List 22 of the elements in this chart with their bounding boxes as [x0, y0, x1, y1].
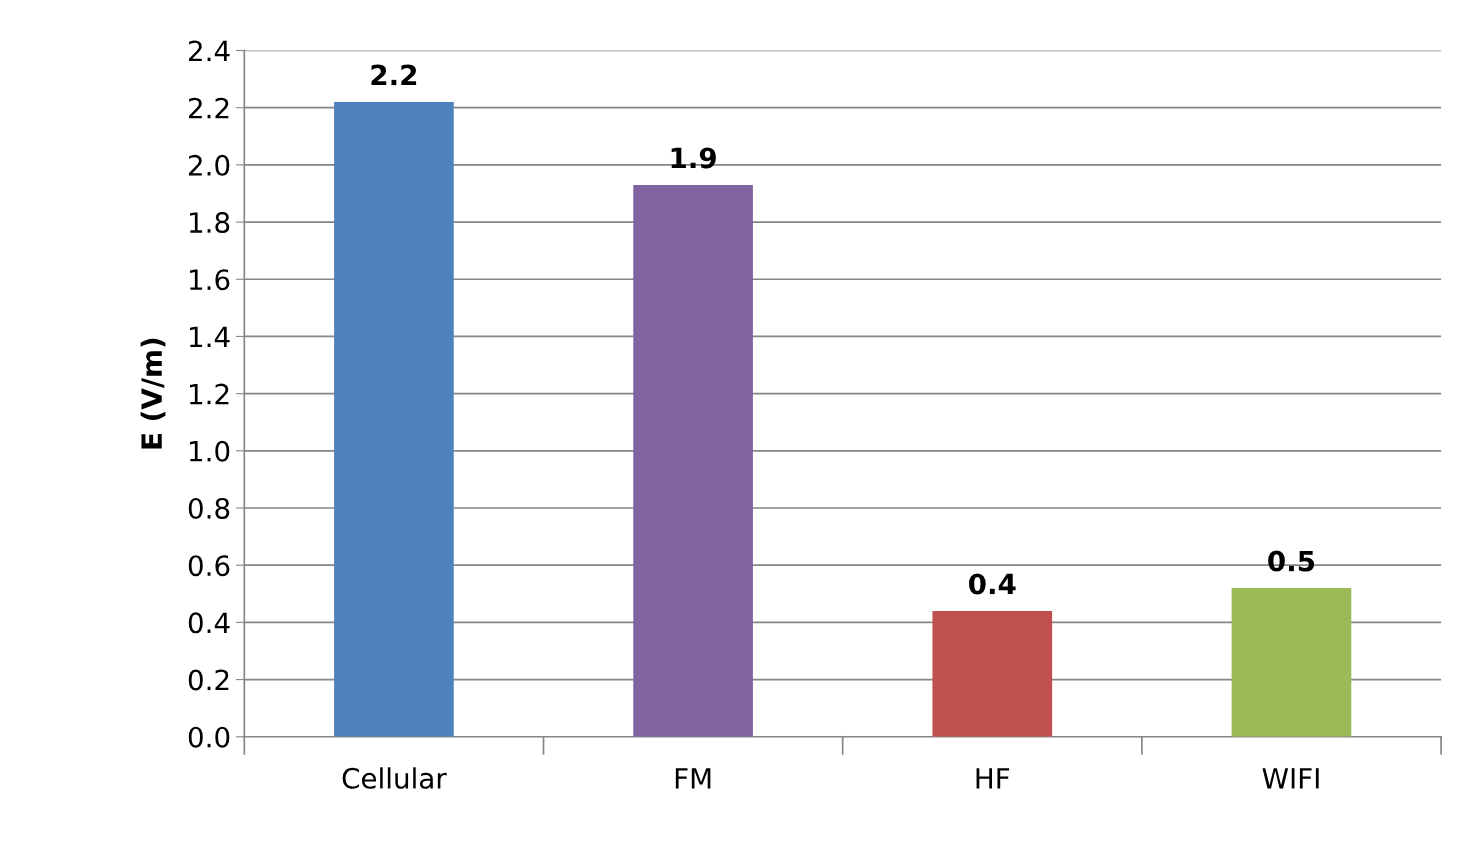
- x-tick-label: HF: [976, 768, 1010, 789]
- text: 0.2: [188, 669, 229, 691]
- y-axis-title: E (V/m): [140, 338, 166, 449]
- x-tick-label: FM: [675, 768, 711, 789]
- data-label: 0.5: [1268, 550, 1315, 572]
- data-label: 2.2: [371, 64, 417, 86]
- text: 1.8: [190, 212, 230, 234]
- text: 0.4: [188, 612, 230, 634]
- x-tick-label: WIFI: [1262, 768, 1319, 789]
- text: 2.4: [188, 40, 230, 62]
- text: 2.0: [188, 154, 230, 176]
- text: 0.8: [188, 497, 230, 519]
- text: 2.2: [188, 97, 229, 119]
- text: 0.0: [188, 726, 230, 748]
- text: 1.4: [190, 326, 230, 347]
- text: 1.6: [190, 269, 230, 291]
- x-tick-label: Cellular: [342, 767, 447, 789]
- data-label: 0.4: [969, 573, 1016, 595]
- text: 1.0: [190, 440, 230, 462]
- text: 0.6: [188, 555, 230, 577]
- data-label: 1.9: [671, 147, 716, 169]
- text: 1.2: [190, 383, 229, 405]
